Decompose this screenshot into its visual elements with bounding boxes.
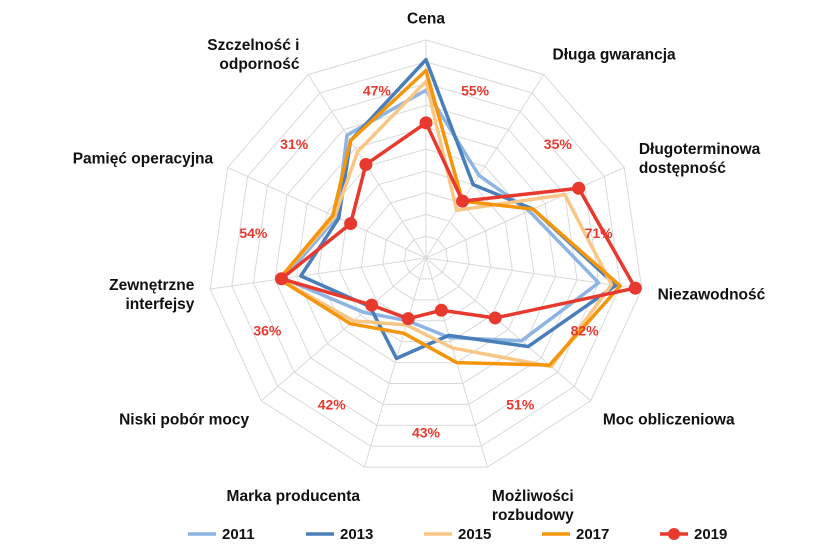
data-label: 43% xyxy=(412,424,441,440)
grid-spoke xyxy=(260,257,427,402)
data-point xyxy=(344,217,358,231)
legend-label: 2011 xyxy=(222,526,255,543)
data-label: 36% xyxy=(253,322,282,338)
legend-item: 2015 xyxy=(424,526,491,543)
grid-ring xyxy=(252,83,600,426)
grid-ring xyxy=(231,61,621,447)
grid-ring xyxy=(274,104,578,405)
axis-label: Niezawodność xyxy=(658,286,766,303)
data-point xyxy=(488,311,502,325)
legend: 2011 2013 2015 2017 2019 xyxy=(188,526,727,543)
axis-label-line: rozbudowy xyxy=(492,507,574,524)
data-point xyxy=(572,181,586,195)
grid-ring xyxy=(382,213,470,301)
grid-spoke xyxy=(364,257,427,468)
axis-label: Zewnętrzne interfejsy xyxy=(109,277,195,313)
grid-spoke xyxy=(425,74,545,259)
axis-label: Możliwości rozbudowy xyxy=(492,488,574,524)
legend-label: 2013 xyxy=(340,526,373,543)
legend-label: 2019 xyxy=(694,526,727,543)
axis-labels: Cena Długa gwarancja Długoterminowa dostępn… xyxy=(73,10,766,524)
axis-label-line: Marka producenta xyxy=(227,488,361,505)
data-point xyxy=(456,194,470,208)
axis-label-line: Pamięć operacyjna xyxy=(73,150,214,167)
legend-label: 2017 xyxy=(576,526,609,543)
axis-label-line: Zewnętrzne xyxy=(109,277,195,294)
data-label: 47% xyxy=(363,83,392,99)
axis-label-line: Niski pobór mocy xyxy=(119,412,249,429)
axis-label: Pamięć operacyjna xyxy=(73,150,214,167)
data-label: 31% xyxy=(280,136,309,152)
legend-item: 2017 xyxy=(542,526,609,543)
axis-label: Długa gwarancja xyxy=(553,46,677,63)
data-label: 42% xyxy=(318,397,347,413)
data-label: 54% xyxy=(239,225,268,241)
data-point xyxy=(359,157,373,171)
data-label: 82% xyxy=(571,322,600,338)
series-2019 xyxy=(274,116,642,326)
series-line xyxy=(277,79,614,369)
axis-label: Długoterminowa dostępność xyxy=(639,141,761,177)
grid-spoke xyxy=(425,257,592,402)
legend-item: 2013 xyxy=(306,526,373,543)
data-point xyxy=(365,298,379,312)
grid-spoke xyxy=(425,166,625,259)
axis-label-line: Długoterminowa xyxy=(639,141,761,158)
data-label: 51% xyxy=(506,397,535,413)
grid-spoke xyxy=(425,257,642,290)
series-layer xyxy=(274,57,642,369)
data-point xyxy=(419,116,433,130)
legend-item: 2019 xyxy=(660,526,727,543)
axis-label: Cena xyxy=(407,10,445,27)
axis-label: Szczelność i odporność xyxy=(207,37,300,73)
series-2013 xyxy=(299,57,618,361)
legend-item: 2011 xyxy=(188,526,255,543)
data-label: 35% xyxy=(544,136,573,152)
data-labels: 55% 35% 71% 82% 51% 43% 42% 36% 54% 31% 47% xyxy=(239,83,613,441)
axis-label-line: Cena xyxy=(407,10,445,27)
legend-marker xyxy=(668,528,680,540)
data-point xyxy=(401,312,415,326)
axis-label: Niski pobór mocy xyxy=(119,412,249,429)
axis-label-line: Niezawodność xyxy=(658,286,766,303)
axis-label: Moc obliczeniowa xyxy=(603,412,735,429)
axis-label-line: odporność xyxy=(219,56,299,73)
grid-spoke xyxy=(227,166,427,259)
data-label: 71% xyxy=(585,225,614,241)
series-2015 xyxy=(277,79,614,369)
grid-spoke xyxy=(210,257,427,290)
series-line xyxy=(277,68,622,367)
radar-grid xyxy=(209,39,643,468)
axis-label: Marka producenta xyxy=(227,488,361,505)
axis-label-line: dostępność xyxy=(639,160,726,177)
data-label: 55% xyxy=(461,83,490,99)
series-2017 xyxy=(277,68,622,367)
series-line xyxy=(299,57,618,361)
axis-label-line: interfejsy xyxy=(125,296,194,313)
series-line xyxy=(279,121,638,321)
data-point xyxy=(628,281,642,295)
legend-label: 2015 xyxy=(458,526,491,543)
data-point xyxy=(274,272,288,286)
axis-label-line: Szczelność i xyxy=(207,37,299,54)
grid-ring xyxy=(403,235,449,280)
data-point xyxy=(434,303,448,317)
axis-label-line: Długa gwarancja xyxy=(553,46,677,63)
grid-ring xyxy=(360,192,492,322)
axis-label-line: Moc obliczeniowa xyxy=(603,412,735,429)
grid-ring xyxy=(209,39,643,468)
axis-label-line: Możliwości xyxy=(492,488,574,505)
